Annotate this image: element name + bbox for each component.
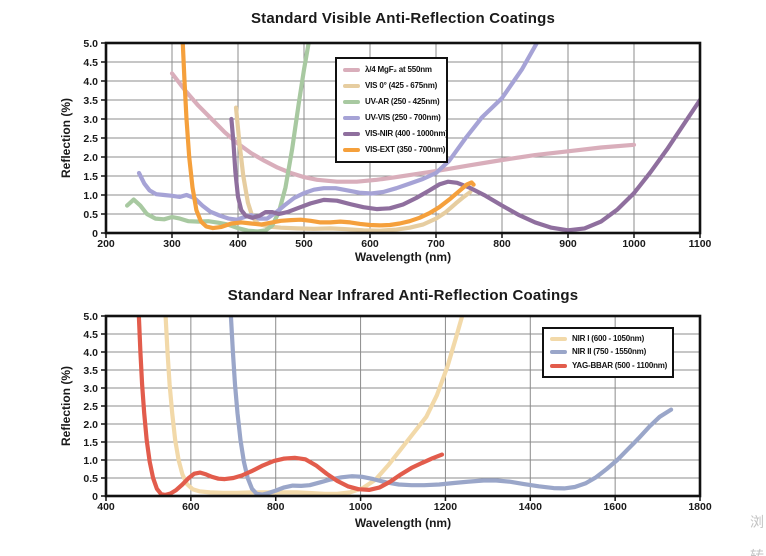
- legend-label-vis-nir: VIS-NIR (400 - 1000nm): [365, 129, 448, 138]
- curve-mgf2: [169, 71, 637, 184]
- legend-item: VIS-EXT (350 - 700nm): [343, 145, 446, 154]
- x-tick-label: 1400: [519, 501, 543, 513]
- y-tick-label: 0.5: [83, 209, 98, 221]
- legend-swatch-nir-1: [550, 336, 567, 341]
- x-tick-label: 800: [493, 238, 511, 250]
- x-tick-label: 1200: [434, 501, 458, 513]
- y-tick-label: 1.0: [83, 190, 98, 202]
- axis-ticks: 200 300 400 500 600 700 800 900 1000 1100 5.0 4.5 4.…: [83, 38, 711, 250]
- curve-yag-bbar: [136, 316, 445, 496]
- y-tick-label: 4.0: [83, 76, 98, 88]
- y-tick-label: 2.5: [83, 401, 98, 413]
- y-tick-label: 5.0: [83, 311, 98, 323]
- x-tick-label: 300: [163, 238, 181, 250]
- chart-1: 400 600 800 1000 1200 1400 1600 1800 5.0 4.5 4.0 3.…: [83, 311, 711, 513]
- x-tick-label: 400: [97, 501, 115, 513]
- y-tick-label: 1.5: [83, 437, 98, 449]
- legend-item: NIR I (600 - 1050nm): [550, 333, 668, 343]
- legend-label-vis-0: VIS 0° (425 - 675nm): [365, 81, 438, 90]
- watermark-text: 浏转: [750, 514, 764, 556]
- y-tick-label: 3.0: [83, 114, 98, 126]
- curve-nir-2: [228, 316, 674, 496]
- legend-label-uv-vis: UV-VIS (250 - 700nm): [365, 113, 441, 122]
- x-tick-label: 800: [267, 501, 285, 513]
- x-tick-label: 600: [182, 501, 200, 513]
- legend-label-uv-ar: UV-AR (250 - 425nm): [365, 97, 440, 106]
- legend-item: VIS 0° (425 - 675nm): [343, 82, 442, 90]
- x-tick-label: 1800: [688, 501, 712, 513]
- visible-chart-title: Standard Visible Anti-Reflection Coating…: [250, 10, 556, 27]
- y-tick-label: 4.5: [83, 57, 98, 69]
- y-tick-label: 2.0: [83, 419, 98, 431]
- x-tick-label: 1000: [349, 501, 373, 513]
- y-tick-label: 0: [92, 491, 98, 503]
- legend-swatch-uv-ar: [343, 100, 360, 104]
- y-tick-label: 4.0: [83, 347, 98, 359]
- legend-item: UV-AR (250 - 425nm): [343, 98, 442, 106]
- y-tick-label: 0: [92, 228, 98, 240]
- legend-item: NIR II (750 - 1550nm): [550, 348, 668, 356]
- legend-item: VIS-NIR (400 - 1000nm): [343, 130, 448, 138]
- x-tick-label: 1600: [603, 501, 627, 513]
- plot-border: [104, 314, 702, 498]
- curve-uv-vis: [136, 43, 540, 222]
- curve-uv-ar: [125, 43, 311, 233]
- y-tick-label: 3.5: [83, 95, 98, 107]
- visible-chart-y-axis-label: Reflection (%): [59, 98, 73, 179]
- y-tick-label: 0.5: [83, 473, 98, 485]
- legend-swatch-yag-bbar: [550, 364, 567, 369]
- nir-chart-x-axis-label: Wavelength (nm): [354, 516, 452, 530]
- x-tick-label: 500: [295, 238, 313, 250]
- plot-border: [104, 41, 702, 235]
- y-tick-label: 3.0: [83, 383, 98, 395]
- legend-label-vis-ext: VIS-EXT (350 - 700nm): [365, 145, 446, 154]
- y-tick-label: 5.0: [83, 38, 98, 50]
- visible-chart-legend: λ/4 MgF₂ at 550nm VIS 0° (425 - 675nm) UV-…: [335, 57, 448, 163]
- axis-ticks: 400 600 800 1000 1200 1400 1600 1800 5.0 4.5 4.0 3.…: [83, 311, 711, 513]
- visible-chart-x-axis-label: Wavelength (nm): [354, 250, 452, 264]
- y-tick-label: 2.0: [83, 152, 98, 164]
- legend-swatch-vis-nir: [343, 132, 360, 136]
- curve-nir-1: [163, 316, 465, 496]
- x-tick-label: 900: [559, 238, 577, 250]
- x-tick-label: 200: [97, 238, 115, 250]
- x-tick-label: 600: [361, 238, 379, 250]
- legend-label-nir-1: NIR I (600 - 1050nm): [572, 333, 645, 343]
- x-tick-label: 1000: [622, 238, 646, 250]
- legend-swatch-nir-2: [550, 350, 567, 355]
- x-tick-label: 1100: [689, 238, 712, 250]
- curve-vis-ext: [180, 43, 476, 231]
- curve-vis-nir: [229, 97, 700, 233]
- legend-item: λ/4 MgF₂ at 550nm: [343, 66, 442, 74]
- y-tick-label: 1.0: [83, 455, 98, 467]
- legend-item: YAG-BBAR (500 - 1100nm): [550, 362, 668, 370]
- nir-chart-title: Standard Near Infrared Anti-Reflection C…: [227, 287, 579, 304]
- legend-label-mgf2: λ/4 MgF₂ at 550nm: [365, 65, 432, 74]
- x-tick-label: 400: [229, 238, 247, 250]
- legend-swatch-vis-0: [343, 84, 360, 88]
- nir-chart-legend: NIR I (600 - 1050nm) NIR II (750 - 1550nm…: [542, 327, 674, 378]
- y-tick-label: 2.5: [83, 133, 98, 145]
- legend-label-nir-2: NIR II (750 - 1550nm): [572, 347, 647, 357]
- legend-label-yag-bbar: YAG-BBAR (500 - 1100nm): [572, 361, 668, 371]
- legend-swatch-uv-vis: [343, 116, 360, 120]
- curve-vis-0: [233, 105, 473, 233]
- nir-chart-y-axis-label: Reflection (%): [59, 366, 73, 447]
- x-tick-label: 700: [427, 238, 445, 250]
- legend-swatch-mgf2: [343, 68, 360, 72]
- legend-item: UV-VIS (250 - 700nm): [343, 114, 442, 122]
- y-tick-label: 3.5: [83, 365, 98, 377]
- y-tick-label: 4.5: [83, 329, 98, 341]
- legend-swatch-vis-ext: [343, 148, 360, 152]
- y-tick-label: 1.5: [83, 171, 98, 183]
